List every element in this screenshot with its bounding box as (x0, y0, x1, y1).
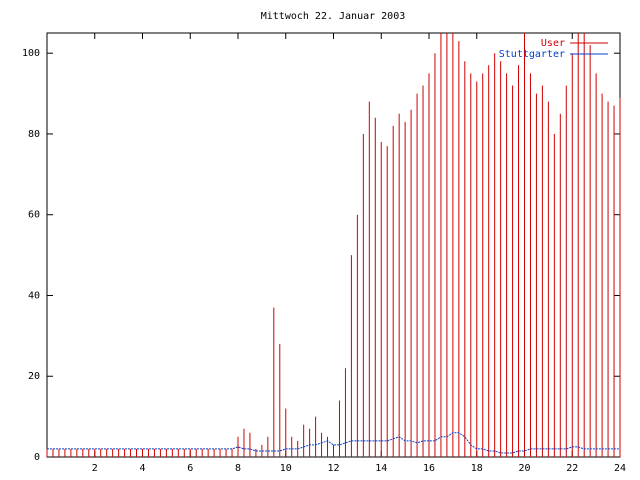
legend-label: User (541, 38, 565, 49)
x-tick-label: 18 (471, 463, 483, 474)
legend-label: Stuttgarter (499, 49, 565, 60)
y-tick-label: 40 (28, 290, 40, 301)
x-tick-label: 16 (423, 463, 435, 474)
x-tick-label: 20 (518, 463, 530, 474)
y-tick-label: 80 (28, 129, 40, 140)
x-tick-label: 10 (280, 463, 292, 474)
x-tick-label: 22 (566, 463, 578, 474)
y-tick-label: 0 (34, 452, 40, 463)
y-tick-label: 100 (22, 48, 40, 59)
x-tick-label: 8 (235, 463, 241, 474)
plot-frame (46, 32, 621, 458)
chart-title: Mittwoch 22. Januar 2003 (261, 11, 406, 22)
x-tick-label: 2 (92, 463, 98, 474)
x-tick-label: 6 (187, 463, 193, 474)
x-tick-label: 12 (327, 463, 339, 474)
y-tick-label: 20 (28, 371, 40, 382)
x-tick-label: 4 (139, 463, 145, 474)
x-tick-label: 14 (375, 463, 387, 474)
y-tick-label: 60 (28, 210, 40, 221)
x-tick-label: 24 (614, 463, 626, 474)
